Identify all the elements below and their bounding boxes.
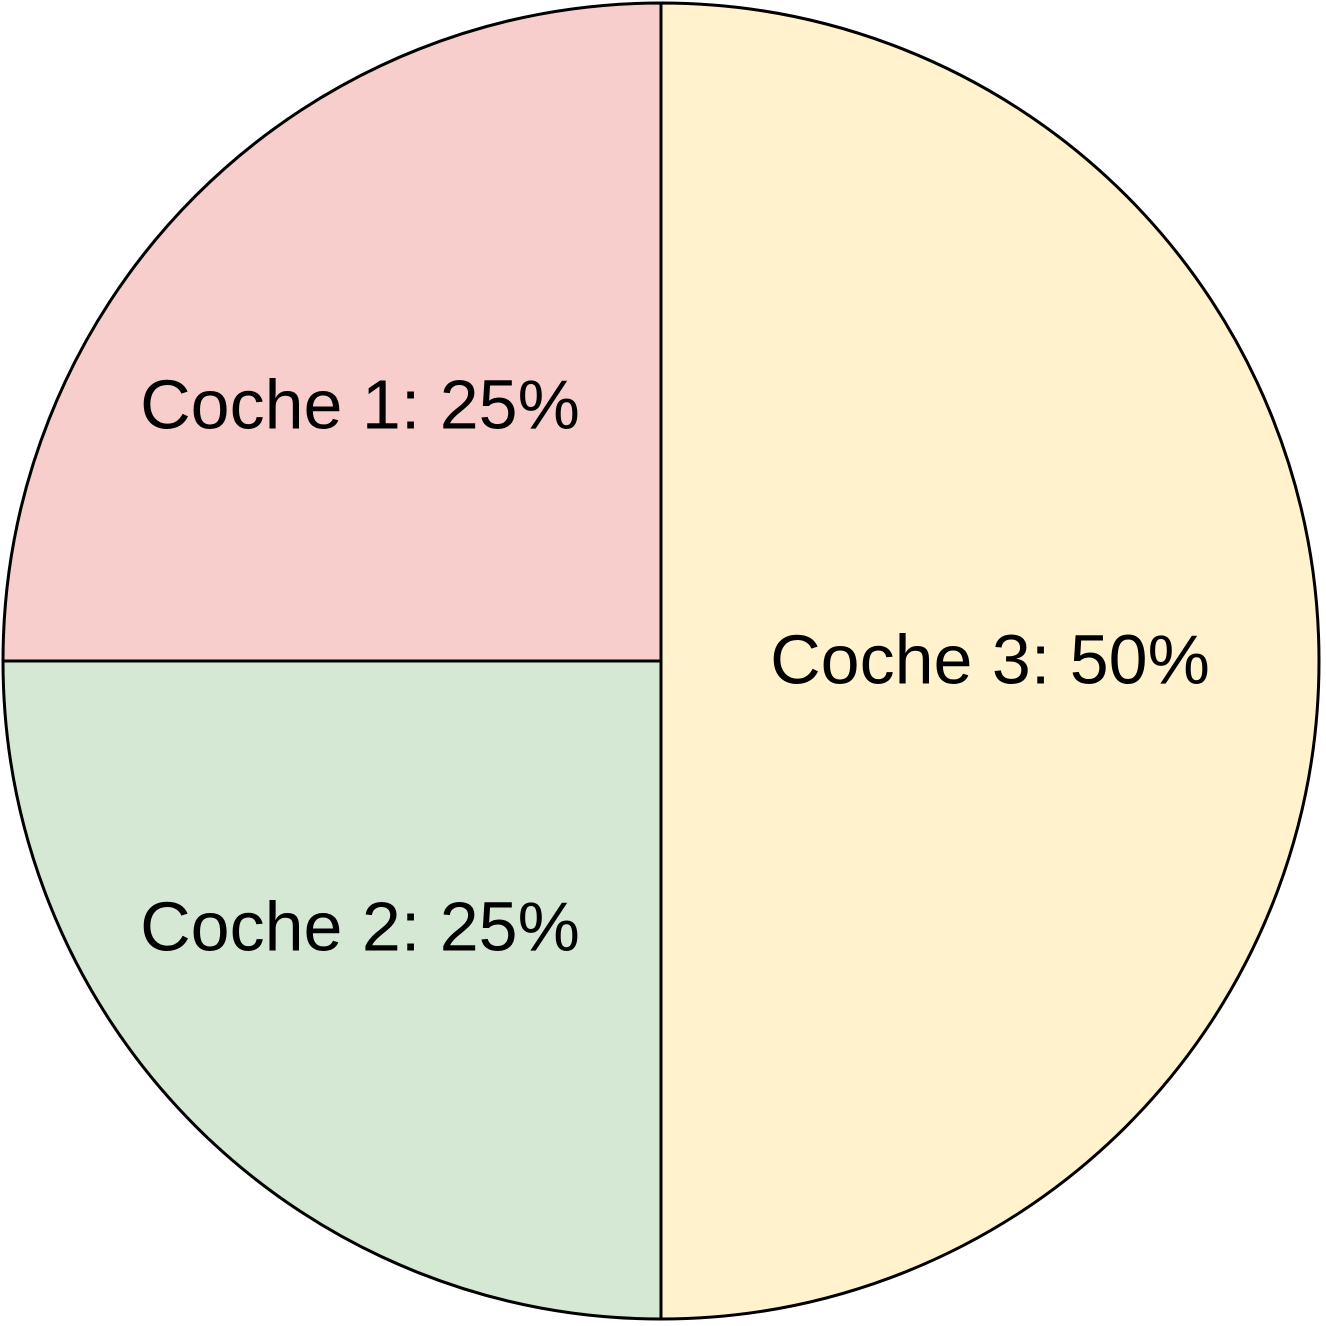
pie-slice-coche-3 [659, 1, 1321, 1321]
slice-label-coche-1: Coche 1: 25% [140, 365, 580, 443]
pie-slice-coche-1 [1, 1, 663, 663]
slice-label-coche-2: Coche 2: 25% [140, 887, 580, 965]
pie-slice-coche-2 [1, 659, 663, 1321]
slice-label-coche-3: Coche 3: 50% [770, 620, 1210, 698]
